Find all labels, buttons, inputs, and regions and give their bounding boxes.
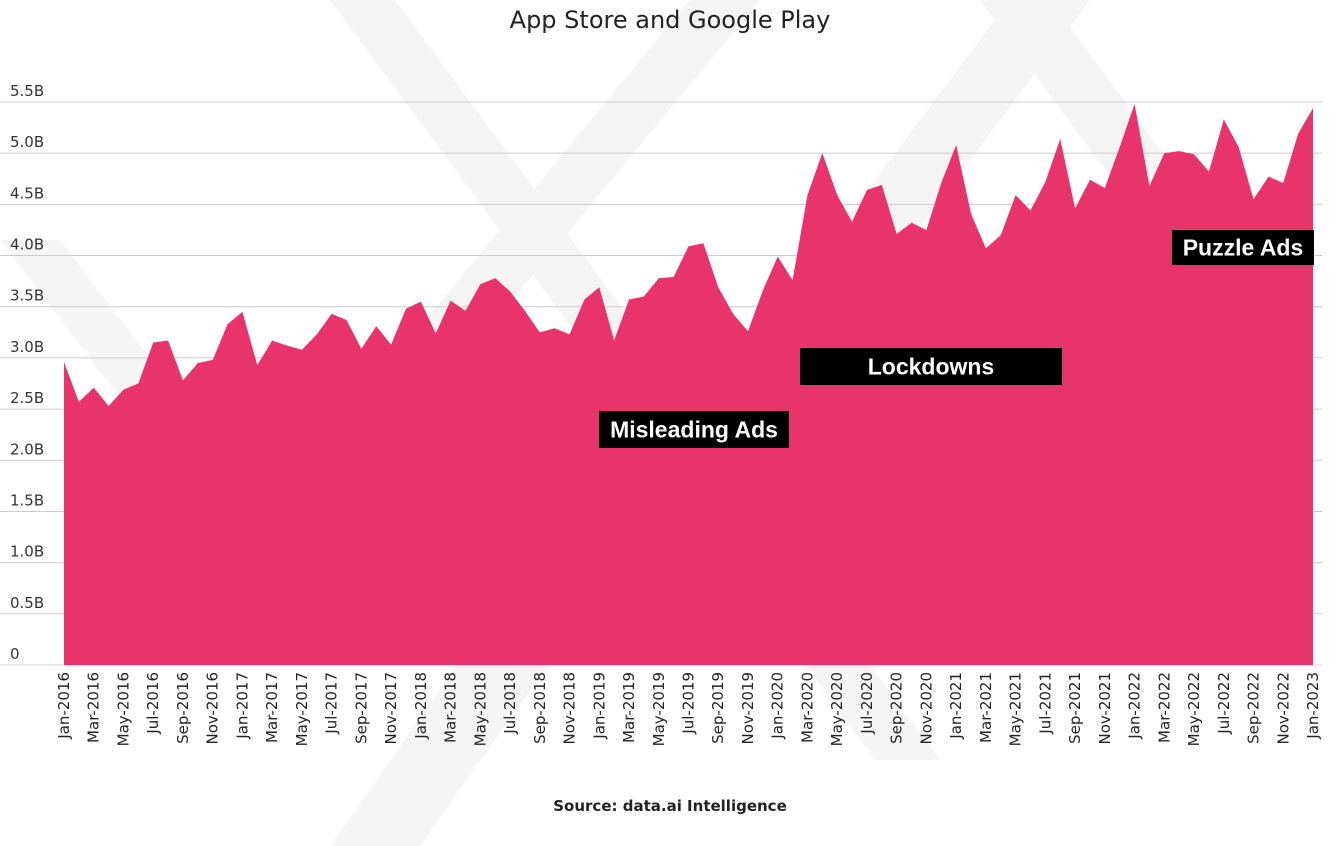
annotation-label: Misleading Ads	[599, 411, 789, 448]
x-tick-label: Jul-2018	[501, 672, 519, 735]
y-tick-label: 4.5B	[10, 184, 44, 202]
annotation-text: Puzzle Ads	[1183, 235, 1304, 261]
x-tick-label: Mar-2016	[85, 672, 103, 743]
x-axis-tick-labels: Jan-2016 Mar-2016 May-2016 Jul-2016 Sep-2016…	[55, 672, 1322, 746]
x-tick-label: Jan-2017	[233, 672, 251, 740]
x-tick-label: Sep-2019	[709, 672, 727, 744]
downloads-area	[64, 104, 1313, 666]
x-tick-label: Jan-2018	[412, 672, 430, 740]
y-tick-label: 3.0B	[10, 338, 44, 356]
x-tick-label: May-2019	[650, 672, 668, 746]
x-tick-label: May-2020	[828, 672, 846, 746]
chart-title: App Store and Google Play	[510, 6, 831, 34]
x-tick-label: Jul-2020	[858, 672, 876, 735]
x-tick-label: Mar-2021	[977, 672, 995, 743]
annotation-label: Lockdowns	[800, 348, 1062, 385]
x-tick-label: Mar-2019	[620, 672, 638, 743]
x-tick-label: Nov-2021	[1096, 672, 1114, 744]
y-tick-label: 1.5B	[10, 491, 44, 509]
x-tick-label: Jan-2019	[590, 672, 608, 740]
x-tick-label: Nov-2018	[561, 672, 579, 744]
annotation-box	[800, 348, 1062, 385]
x-tick-label: Jan-2020	[769, 672, 787, 740]
x-tick-label: Jan-2023	[1304, 672, 1322, 740]
annotation-box	[599, 411, 789, 448]
x-tick-label: Jul-2019	[680, 672, 698, 735]
x-tick-label: Sep-2021	[1066, 672, 1084, 744]
y-tick-label: 0	[10, 645, 20, 663]
x-tick-label: Sep-2017	[352, 672, 370, 744]
x-tick-label: Sep-2020	[888, 672, 906, 744]
x-tick-label: Jan-2016	[55, 672, 73, 740]
y-tick-label: 2.5B	[10, 389, 44, 407]
y-tick-label: 2.0B	[10, 440, 44, 458]
annotation-box	[1172, 230, 1314, 265]
y-tick-label: 1.0B	[10, 543, 44, 561]
annotations: Misleading Ads Lockdowns Puzzle Ads	[599, 230, 1314, 448]
y-axis-tick-labels: 0 0.5B 1.0B 1.5B 2.0B 2.5B 3.0B 3.5B 4.0B 4.5B 5.0…	[10, 82, 44, 663]
x-tick-label: Mar-2018	[442, 672, 460, 743]
x-tick-label: Mar-2022	[1155, 672, 1173, 743]
x-tick-label: May-2022	[1185, 672, 1203, 746]
x-tick-label: May-2016	[115, 672, 133, 746]
annotation-label: Puzzle Ads	[1172, 230, 1314, 265]
x-tick-label: Nov-2020	[917, 672, 935, 744]
x-tick-label: Sep-2016	[174, 672, 192, 744]
x-tick-label: Jan-2022	[1126, 672, 1144, 740]
y-tick-label: 0.5B	[10, 594, 44, 612]
x-tick-label: May-2018	[471, 672, 489, 746]
y-tick-label: 5.0B	[10, 133, 44, 151]
x-tick-label: May-2017	[293, 672, 311, 746]
x-tick-label: Mar-2017	[263, 672, 281, 743]
x-tick-label: May-2021	[1007, 672, 1025, 746]
x-tick-label: Nov-2022	[1274, 672, 1292, 744]
x-tick-label: Sep-2018	[531, 672, 549, 744]
x-tick-label: Mar-2020	[799, 672, 817, 743]
y-tick-label: 3.5B	[10, 287, 44, 305]
x-tick-label: Jul-2021	[1036, 672, 1054, 735]
y-tick-label: 5.5B	[10, 82, 44, 100]
annotation-text: Misleading Ads	[610, 417, 778, 443]
x-tick-label: Nov-2019	[739, 672, 757, 744]
x-tick-label: Jul-2017	[323, 672, 341, 735]
x-tick-label: Jul-2016	[144, 672, 162, 735]
y-tick-label: 4.0B	[10, 236, 44, 254]
x-tick-label: Jan-2021	[947, 672, 965, 740]
annotation-text: Lockdowns	[868, 354, 995, 380]
x-tick-label: Nov-2017	[382, 672, 400, 744]
x-tick-label: Nov-2016	[204, 672, 222, 744]
x-tick-label: Sep-2022	[1245, 672, 1263, 744]
x-tick-label: Jul-2022	[1215, 672, 1233, 735]
source-note: Source: data.ai Intelligence	[553, 797, 787, 815]
